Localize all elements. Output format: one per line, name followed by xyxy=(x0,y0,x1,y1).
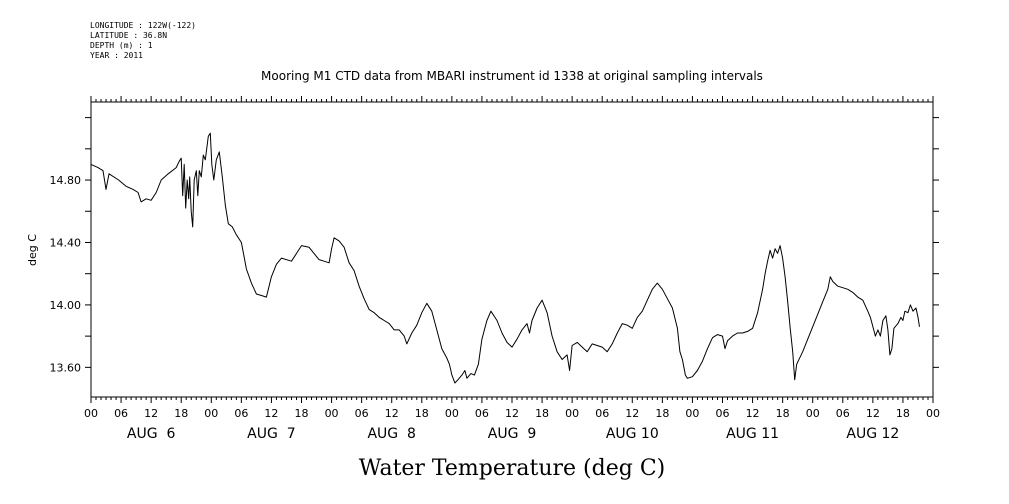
x-hour-tick-label: 06 xyxy=(716,407,730,420)
x-hour-tick-label: 12 xyxy=(625,407,639,420)
x-hour-tick-label: 06 xyxy=(114,407,128,420)
x-hour-tick-label: 06 xyxy=(355,407,369,420)
y-tick-label: 13.60 xyxy=(50,361,82,374)
depth-line: DEPTH (m) : 1 xyxy=(90,41,153,50)
day-label: AUG 10 xyxy=(606,426,659,442)
day-label: AUG 9 xyxy=(488,426,536,442)
chart-title: Mooring M1 CTD data from MBARI instrumen… xyxy=(261,69,763,83)
x-axis-label: Water Temperature (deg C) xyxy=(359,456,666,481)
plot-frame xyxy=(90,101,934,398)
x-hour-tick-label: 18 xyxy=(535,407,549,420)
x-hour-tick-label: 18 xyxy=(896,407,910,420)
axis-tick-labels: 13.60 14.00 14.40 14.80 00 06 12 18 00 06 12 18 00 06… xyxy=(50,174,941,442)
x-hour-tick-label: 00 xyxy=(445,407,459,420)
day-label: AUG 8 xyxy=(367,426,415,442)
x-hour-tick-label: 00 xyxy=(204,407,218,420)
x-hour-tick-label: 12 xyxy=(385,407,399,420)
x-hour-tick-label: 12 xyxy=(866,407,880,420)
x-hour-tick-label: 00 xyxy=(806,407,820,420)
x-hour-tick-label: 12 xyxy=(144,407,158,420)
longitude-line: LONGITUDE : 122W(-122) xyxy=(90,21,196,30)
x-hour-tick-label: 00 xyxy=(926,407,940,420)
day-label: AUG 12 xyxy=(846,426,899,442)
day-label: AUG 11 xyxy=(726,426,779,442)
x-hour-tick-label: 12 xyxy=(505,407,519,420)
y-tick-label: 14.80 xyxy=(50,174,82,187)
x-hour-tick-label: 18 xyxy=(174,407,188,420)
y-tick-label: 14.40 xyxy=(50,236,82,249)
x-hour-tick-label: 00 xyxy=(565,407,579,420)
x-hour-tick-label: 18 xyxy=(295,407,309,420)
x-hour-tick-label: 06 xyxy=(595,407,609,420)
x-hour-tick-label: 12 xyxy=(264,407,278,420)
y-tick-label: 14.00 xyxy=(50,299,82,312)
day-label: AUG 6 xyxy=(127,426,176,442)
day-label: AUG 7 xyxy=(247,426,295,442)
x-hour-tick-label: 18 xyxy=(776,407,790,420)
x-hour-tick-label: 06 xyxy=(836,407,850,420)
axis-ticks xyxy=(85,96,939,403)
x-hour-tick-label: 00 xyxy=(325,407,339,420)
x-hour-tick-label: 18 xyxy=(415,407,429,420)
mooring-metadata: LONGITUDE : 122W(-122) LATITUDE : 36.8N … xyxy=(90,21,196,61)
latitude-line: LATITUDE : 36.8N xyxy=(90,31,168,40)
x-hour-tick-label: 00 xyxy=(84,407,98,420)
temperature-series-line xyxy=(90,132,920,384)
y-axis-label: deg C xyxy=(26,234,39,266)
x-hour-tick-label: 18 xyxy=(655,407,669,420)
x-hour-tick-label: 00 xyxy=(685,407,699,420)
x-hour-tick-label: 06 xyxy=(234,407,248,420)
x-hour-tick-label: 12 xyxy=(746,407,760,420)
year-line: YEAR : 2011 xyxy=(90,51,143,60)
x-hour-tick-label: 06 xyxy=(475,407,489,420)
series-layer xyxy=(90,132,920,384)
